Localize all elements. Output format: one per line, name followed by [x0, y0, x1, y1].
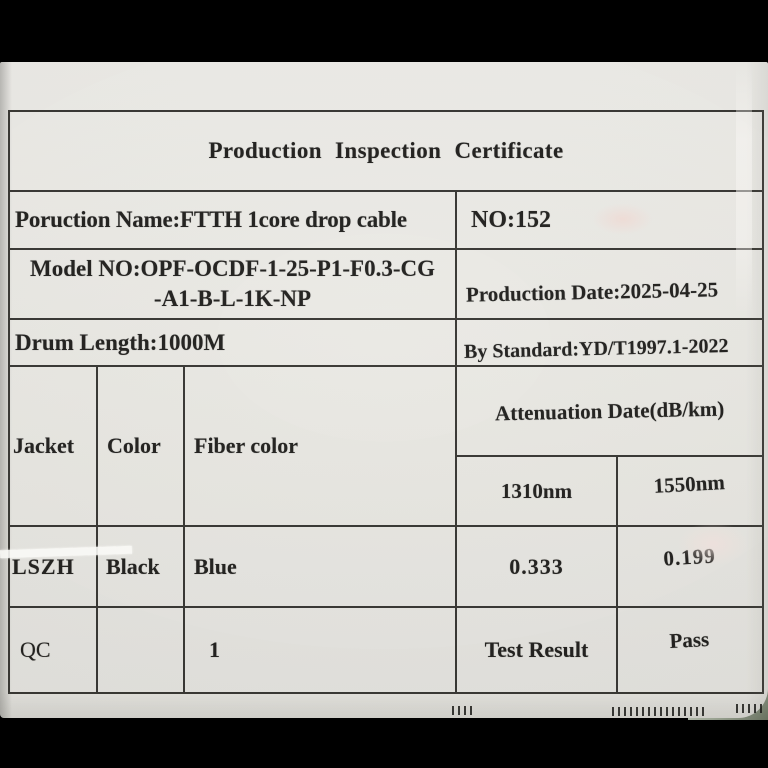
data-attenuation-1550-text: 0.199 — [662, 543, 717, 571]
test-result-value-text: Pass — [669, 626, 710, 653]
certificate-title: Production Inspection Certificate — [10, 112, 764, 192]
qc-fiber-count-cell: 1 — [185, 608, 457, 694]
certificate-paper — [0, 62, 768, 718]
header-wavelength-1310: 1310nm — [457, 457, 618, 527]
serial-no-cell: NO:152 — [457, 192, 764, 250]
header-fiber-color: Fiber color — [185, 367, 457, 527]
model-no-cell: Model NO:OPF-OCDF-1-25-P1-F0.3-CG -A1-B-… — [10, 250, 457, 320]
standard-cell: By Standard:YD/T1997.1-2022 — [457, 320, 764, 367]
header-wavelength-1550-text: 1550nm — [653, 469, 726, 498]
production-date-text: Production Date:2025-04-25 — [465, 276, 719, 307]
header-attenuation-text: Attenuation Date(dB/km) — [494, 396, 725, 425]
drum-length-cell: Drum Length:1000M — [10, 320, 457, 367]
data-fiber-color: Blue — [185, 527, 457, 608]
data-attenuation-1550: 0.199 — [618, 527, 764, 608]
production-date-cell: Production Date:2025-04-25 — [457, 250, 764, 320]
data-jacket: LSZH — [10, 527, 98, 608]
data-color: Black — [98, 527, 185, 608]
header-color: Color — [98, 367, 185, 527]
qc-label-cell: QC — [10, 608, 98, 694]
test-result-label-cell: Test Result — [457, 608, 618, 694]
model-no-line1: Model NO:OPF-OCDF-1-25-P1-F0.3-CG — [30, 256, 435, 282]
standard-text: By Standard:YD/T1997.1-2022 — [463, 335, 729, 363]
test-result-value-cell: Pass — [618, 608, 764, 694]
qc-color-cell — [98, 608, 185, 694]
certificate-table: Production Inspection Certificate Poruct… — [8, 110, 764, 694]
header-jacket: Jacket — [10, 367, 98, 527]
header-wavelength-1550: 1550nm — [618, 457, 764, 527]
product-name-cell: Poruction Name:FTTH 1core drop cable — [10, 192, 457, 250]
data-attenuation-1310: 0.333 — [457, 527, 618, 608]
model-no-line2: -A1-B-L-1K-NP — [153, 286, 312, 311]
header-attenuation: Attenuation Date(dB/km) — [457, 367, 764, 457]
